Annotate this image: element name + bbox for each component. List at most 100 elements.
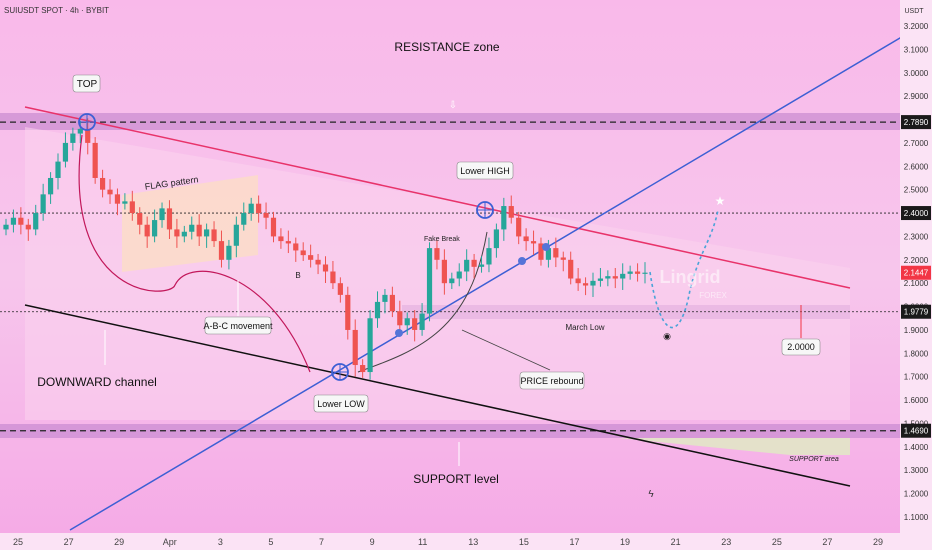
target-box [781, 338, 821, 356]
candle-body-52 [389, 294, 395, 312]
candle-body-13 [99, 177, 106, 190]
candle-body-29 [218, 241, 225, 260]
candle-body-46 [345, 294, 351, 330]
time-tick-9: 13 [468, 537, 478, 547]
candle-body-21 [159, 208, 165, 221]
rebound-curve [357, 231, 488, 373]
candle-body-66 [493, 229, 499, 249]
candle-body-59 [441, 259, 447, 284]
time-tick-14: 23 [721, 537, 731, 547]
target-label: 2.0000 [787, 342, 815, 352]
price-tick-2: 3.0000 [904, 69, 929, 78]
candle-body-49 [367, 318, 373, 373]
price-label-box-3 [901, 304, 931, 319]
lightning-icon: ϟ [648, 489, 654, 500]
candle-body-65 [486, 248, 492, 265]
price-label-3: 1.9779 [904, 308, 929, 317]
time-tick-12: 19 [620, 537, 630, 547]
candle-body-76 [568, 259, 574, 279]
ascending-trendline [69, 34, 906, 531]
candle-body-7 [55, 161, 61, 178]
candle-body-63 [471, 259, 477, 267]
candle-body-26 [196, 224, 202, 237]
candle-body-45 [337, 283, 343, 295]
candle-body-40 [300, 250, 306, 256]
price-tick-18: 1.4000 [904, 443, 929, 452]
eye-icon: ◉ [663, 331, 671, 341]
lower-high-box [456, 161, 514, 180]
price-tick-1: 3.1000 [904, 45, 929, 54]
top-label-box [72, 74, 101, 93]
time-tick-13: 21 [671, 537, 681, 547]
markers-group: ★ ◉ ⇩ ϟ [78, 100, 725, 500]
lower-high-label: Lower HIGH [460, 166, 510, 176]
price-label-0: 2.7890 [904, 118, 929, 127]
candle-body-23 [174, 229, 180, 237]
price-tick-11: 2.1000 [904, 279, 929, 288]
candle-body-79 [590, 280, 596, 286]
candle-body-44 [330, 271, 336, 284]
candle-body-51 [382, 294, 388, 302]
price-tick-9: 2.3000 [904, 232, 929, 241]
channel-bottom-line [24, 304, 851, 487]
top-label: TOP [77, 79, 98, 90]
price-tick-13: 1.9000 [904, 326, 929, 335]
candle-body-5 [40, 194, 46, 214]
candle-body-54 [404, 318, 410, 326]
candle-body-67 [501, 206, 507, 230]
watermark-label: Lingrid [660, 267, 721, 287]
candle-body-81 [605, 276, 611, 279]
price-tick-10: 2.2000 [904, 256, 929, 265]
candle-body-27 [204, 229, 210, 237]
candle-body-69 [516, 217, 522, 237]
resistance-zone-label: RESISTANCE zone [394, 40, 499, 54]
candle-body-4 [33, 213, 39, 230]
price-tick-16: 1.6000 [904, 396, 929, 405]
candle-body-39 [293, 243, 299, 251]
candle-body-31 [233, 224, 239, 246]
time-tick-5: 5 [268, 537, 273, 547]
candle-body-41 [308, 255, 314, 260]
time-tick-15: 25 [772, 537, 782, 547]
fake-break-label: Fake Break [424, 236, 460, 243]
candle-body-36 [270, 217, 277, 237]
candle-body-14 [107, 189, 113, 195]
price-label-box-1 [901, 206, 931, 221]
lower-low-box [313, 394, 369, 413]
candle-body-38 [285, 241, 291, 244]
time-tick-6: 7 [319, 537, 324, 547]
time-tick-7: 9 [370, 537, 375, 547]
candle-body-64 [478, 264, 485, 267]
candle-body-75 [560, 257, 566, 260]
abc-label-box [204, 316, 272, 335]
candle-body-16 [122, 201, 128, 204]
touch-point-0 [395, 329, 403, 337]
candle-body-47 [352, 329, 358, 366]
touch-point-2 [542, 243, 550, 251]
price-tick-3: 2.9000 [904, 92, 929, 101]
candle-body-35 [263, 213, 269, 218]
time-tick-8: 11 [418, 537, 427, 547]
candle-body-17 [129, 201, 135, 214]
candle-body-19 [144, 224, 150, 237]
time-tick-3: Apr [163, 537, 177, 547]
time-axis[interactable] [0, 533, 932, 550]
candle-body-24 [181, 231, 187, 237]
candle-body-78 [582, 283, 589, 286]
time-tick-4: 3 [218, 537, 223, 547]
candle-body-42 [315, 259, 321, 265]
time-tick-0: 25 [13, 537, 23, 547]
candle-body-58 [434, 248, 440, 260]
time-tick-16: 27 [822, 537, 832, 547]
candle-body-6 [47, 177, 54, 195]
downward-channel-label: DOWNWARD channel [37, 375, 157, 389]
candle-body-72 [538, 243, 544, 260]
candle-body-28 [211, 229, 217, 242]
candle-body-30 [226, 245, 232, 260]
candle-body-2 [18, 217, 24, 225]
price-label-1: 2.4000 [904, 209, 929, 218]
candle-body-60 [449, 278, 455, 284]
price-tick-7: 2.5000 [904, 186, 929, 195]
